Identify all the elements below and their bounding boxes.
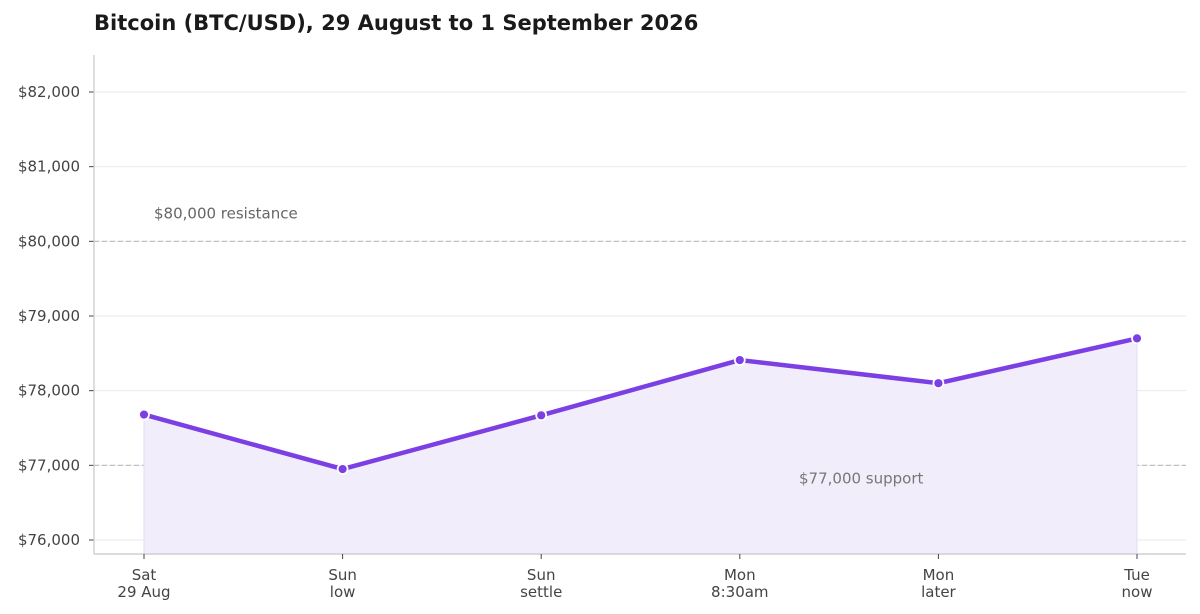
y-tick-label: $79,000 bbox=[18, 307, 80, 325]
data-point bbox=[138, 408, 150, 421]
x-tick-label: Tue bbox=[1123, 566, 1150, 584]
x-tick-label-sub: settle bbox=[520, 583, 562, 601]
y-tick-label: $76,000 bbox=[18, 531, 80, 549]
annotations: $80,000 resistance $77,000 support bbox=[154, 204, 924, 487]
y-tick-label: $77,000 bbox=[18, 456, 80, 474]
x-tick-label-sub: now bbox=[1122, 583, 1153, 601]
y-tick-label: $81,000 bbox=[18, 158, 80, 176]
x-tick-label: Mon bbox=[724, 566, 756, 584]
x-tick-label-sub: low bbox=[330, 583, 356, 601]
axes bbox=[89, 55, 1186, 559]
x-tick-label: Sun bbox=[527, 566, 556, 584]
data-point bbox=[535, 409, 548, 422]
x-tick-label-sub: 8:30am bbox=[711, 583, 769, 601]
data-point bbox=[932, 377, 945, 390]
y-tick-label: $80,000 bbox=[18, 232, 80, 250]
data-point bbox=[733, 354, 746, 366]
price-series-line bbox=[141, 336, 1140, 472]
data-point bbox=[1131, 332, 1143, 345]
y-tick-label: $78,000 bbox=[18, 382, 80, 400]
x-tick-label-sub: later bbox=[921, 583, 956, 601]
x-tick-label: Sat bbox=[132, 566, 157, 584]
y-tick-labels: $76,000 $77,000 $78,000 $79,000 $80,000 $81,0… bbox=[18, 83, 80, 549]
data-point bbox=[336, 463, 349, 475]
price-line bbox=[141, 336, 1140, 472]
chart-title: Bitcoin (BTC/USD), 29 August to 1 Septem… bbox=[94, 11, 698, 35]
x-tick-label: Mon bbox=[923, 566, 955, 584]
data-points bbox=[138, 332, 1143, 475]
resistance-label: $80,000 resistance bbox=[154, 204, 298, 222]
x-tick-label-sub: 29 Aug bbox=[117, 583, 170, 601]
y-tick-label: $82,000 bbox=[18, 83, 80, 101]
support-label: $77,000 support bbox=[799, 469, 924, 487]
x-tick-label: Sun bbox=[328, 566, 357, 584]
